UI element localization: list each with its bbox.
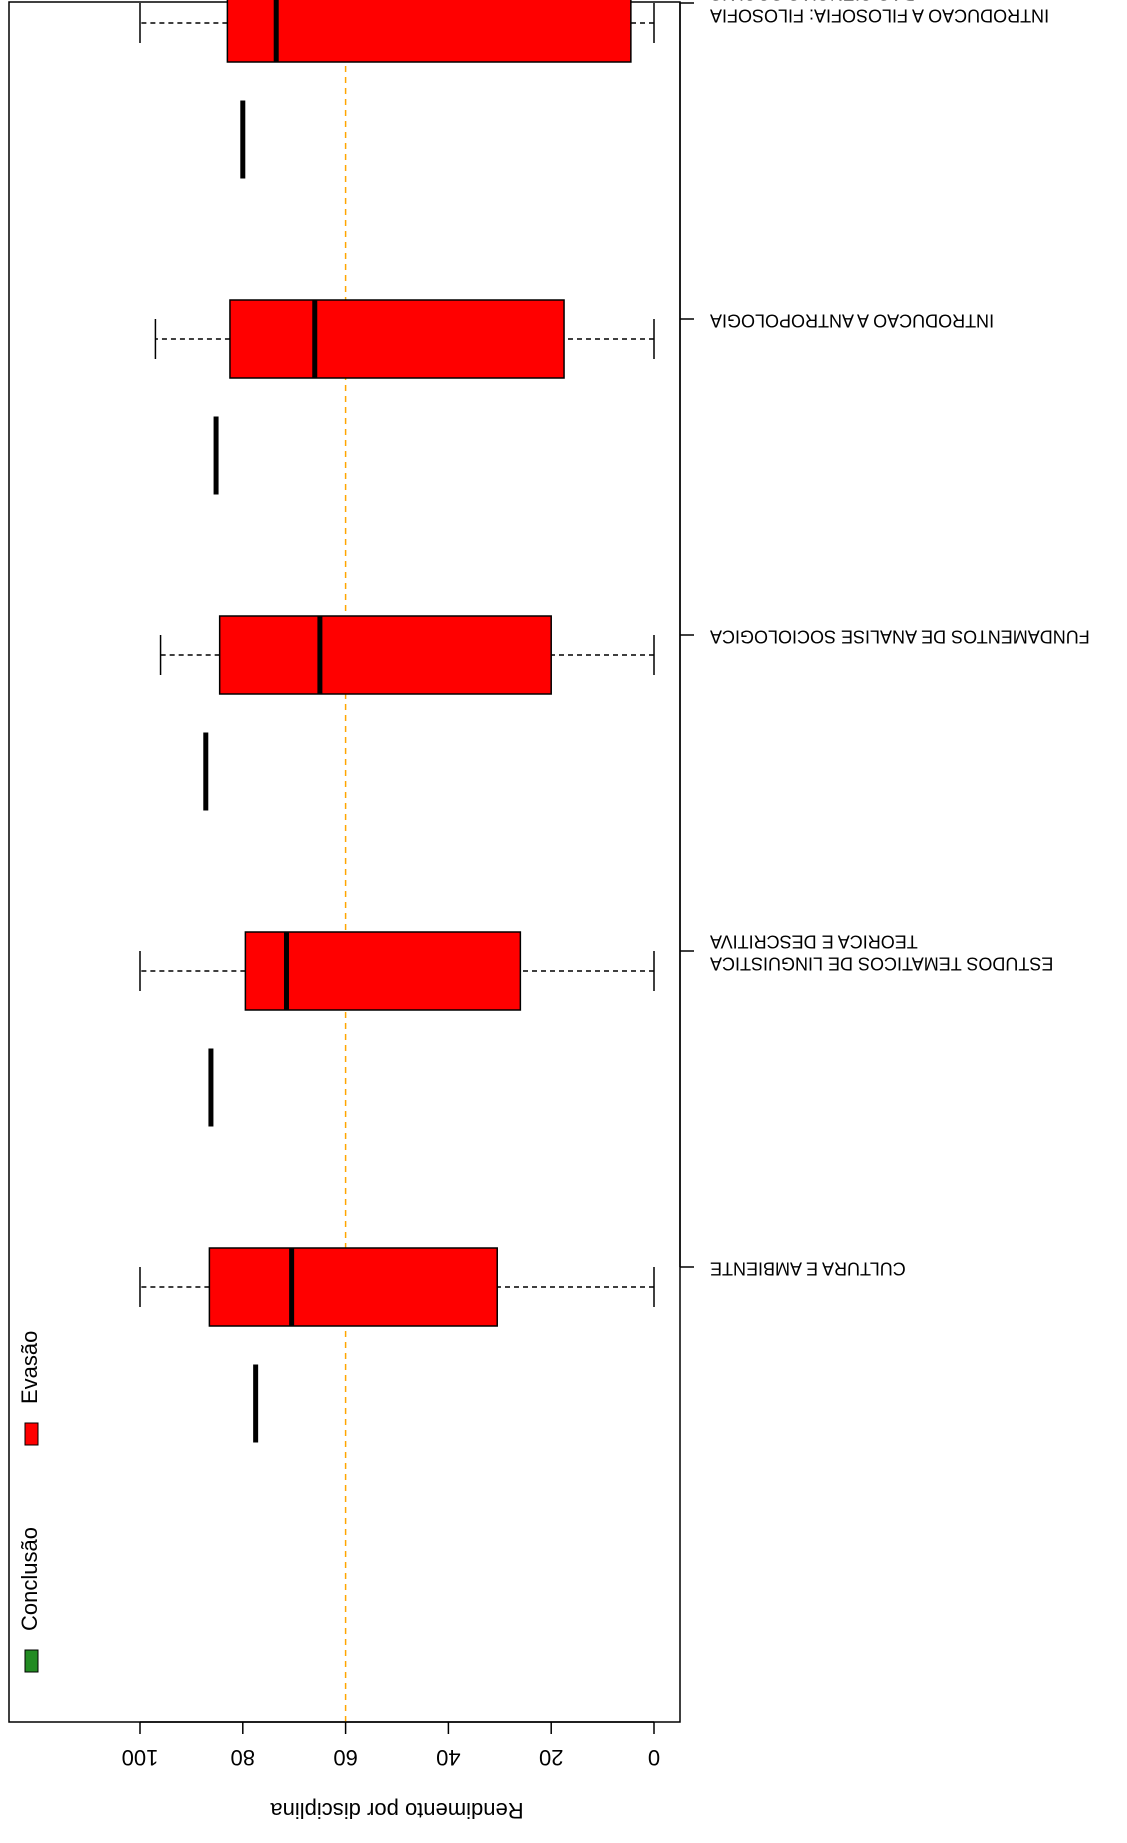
legend-swatch bbox=[24, 1422, 39, 1446]
legend-label: Evasão bbox=[17, 1331, 42, 1404]
x-tick-label: TEORICA E DESCRITIVA bbox=[710, 931, 918, 951]
y-axis: 0 20 40 60 80 100 bbox=[122, 1721, 660, 1770]
y-tick-label: 100 bbox=[122, 1745, 159, 1770]
box-1-0 bbox=[208, 1247, 498, 1327]
x-tick-label: CULTURA E AMBIENTE bbox=[710, 1258, 906, 1278]
box-1-3 bbox=[229, 299, 565, 379]
x-tick-label: ESTUDOS TEMATICOS DE LINGUISTICA bbox=[710, 953, 1053, 973]
y-tick-label: 20 bbox=[539, 1745, 563, 1770]
y-tick-label: 80 bbox=[231, 1745, 255, 1770]
box-1-2 bbox=[218, 615, 552, 695]
x-tick-label: DAS CIENCIAS SOCIAIS bbox=[710, 0, 915, 3]
box-1-4 bbox=[226, 0, 632, 63]
y-tick-label: 60 bbox=[333, 1745, 357, 1770]
box-series bbox=[139, 0, 655, 1443]
x-axis: CULTURA E AMBIENTE ESTUDOS TEMATICOS DE L… bbox=[679, 0, 1090, 1278]
plot-frame bbox=[8, 1, 681, 1723]
y-tick-label: 0 bbox=[648, 1745, 660, 1770]
x-tick-label: INTRODUCAO A ANTROPOLOGIA bbox=[710, 310, 994, 330]
legend: Conclusão Evasão bbox=[17, 1331, 42, 1673]
legend-label: Conclusão bbox=[17, 1527, 42, 1631]
legend-swatch bbox=[24, 1649, 39, 1673]
box-1-1 bbox=[244, 931, 522, 1011]
x-tick-label: FUNDAMENTOS DE ANALISE SOCIOLOGICA bbox=[710, 626, 1090, 646]
x-tick-label: INTRODUCAO A FILOSOFIA: FILOSOFIA bbox=[710, 5, 1049, 25]
y-axis-label: Rendimento por disciplina bbox=[270, 1798, 524, 1823]
y-tick-label: 40 bbox=[436, 1745, 460, 1770]
